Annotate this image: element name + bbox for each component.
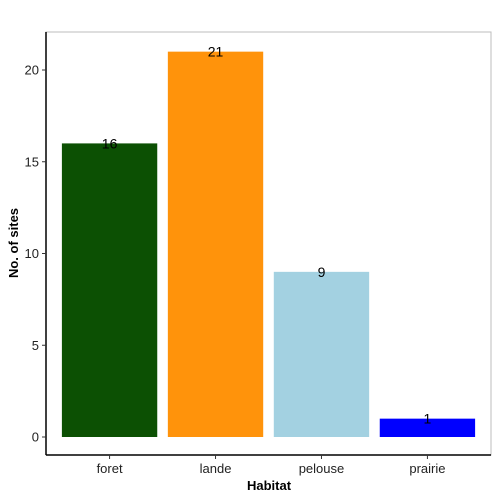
axes-layer: foret lande pelouse prairie 0 5 10 15 20	[25, 31, 492, 476]
y-tick-label-0: 0	[32, 430, 39, 445]
bars-layer	[61, 51, 476, 438]
bar-lande	[167, 51, 264, 438]
x-tick-label-foret: foret	[97, 461, 123, 476]
y-tick-label-15: 15	[25, 154, 39, 169]
data-label-prairie: 1	[424, 411, 432, 427]
x-axis-title: Habitat	[247, 478, 292, 493]
bar-foret	[61, 143, 158, 437]
data-label-pelouse: 9	[318, 264, 326, 280]
bar-pelouse	[273, 271, 370, 437]
data-label-lande: 21	[208, 44, 224, 60]
data-label-foret: 16	[102, 135, 118, 151]
y-tick-label-5: 5	[32, 338, 39, 353]
x-tick-label-prairie: prairie	[409, 461, 445, 476]
bar-prairie	[379, 418, 476, 437]
x-tick-label-pelouse: pelouse	[299, 461, 345, 476]
y-tick-label-10: 10	[25, 246, 39, 261]
data-labels-layer: 16 21 9 1	[102, 44, 432, 427]
y-tick-label-20: 20	[25, 63, 39, 78]
x-tick-label-lande: lande	[200, 461, 232, 476]
y-axis-title: No. of sites	[6, 208, 21, 278]
